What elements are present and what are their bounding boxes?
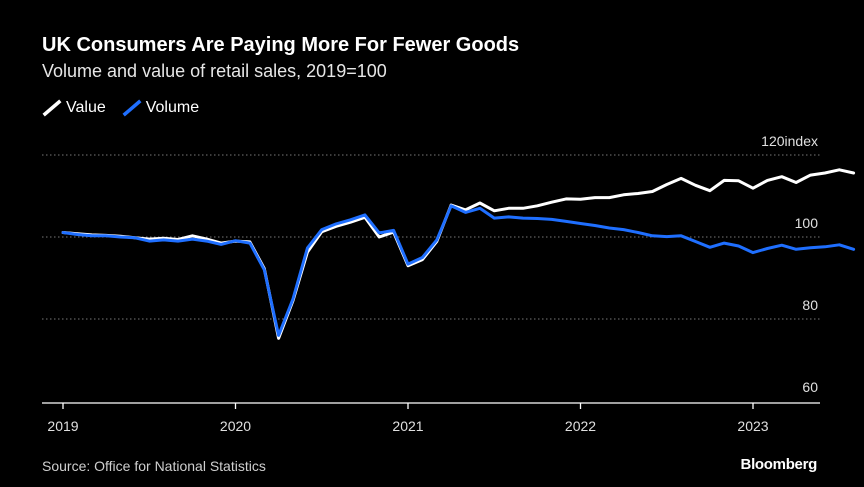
chart-title: UK Consumers Are Paying More For Fewer G… [42,34,520,56]
legend: Value Volume [42,98,215,118]
x-tick-label-2022: 2022 [565,418,596,434]
x-axis [42,402,820,409]
x-tick-label-2021: 2021 [392,418,423,434]
legend-label-volume: Volume [145,99,200,116]
source-note: Source: Office for National Statistics [42,458,266,474]
legend-swatch-volume [122,99,142,117]
legend-label-value: Value [66,99,106,116]
y-tick-label-100: 100 [795,215,819,231]
brand-logo: Bloomberg [740,456,818,473]
chart-subtitle: Volume and value of retail sales, 2019=1… [42,61,387,81]
y-tick-label-120: 120index [761,133,818,149]
x-tick-label-2023: 2023 [737,418,768,434]
series-line-volume [61,204,856,337]
tick-labels: 120index 100 80 60 2019 2020 2021 2022 2023 [47,133,818,434]
y-tick-label-80: 80 [802,297,818,313]
x-tick-label-2019: 2019 [47,418,78,434]
legend-item-volume: Volume [122,98,199,118]
grid-lines [42,154,820,320]
series-line-value [61,168,856,340]
legend-swatch-value [42,99,62,117]
legend-item-value: Value [42,98,106,118]
x-tick-label-2020: 2020 [220,418,251,434]
y-tick-label-60: 60 [802,379,818,395]
series-lines [61,168,856,340]
